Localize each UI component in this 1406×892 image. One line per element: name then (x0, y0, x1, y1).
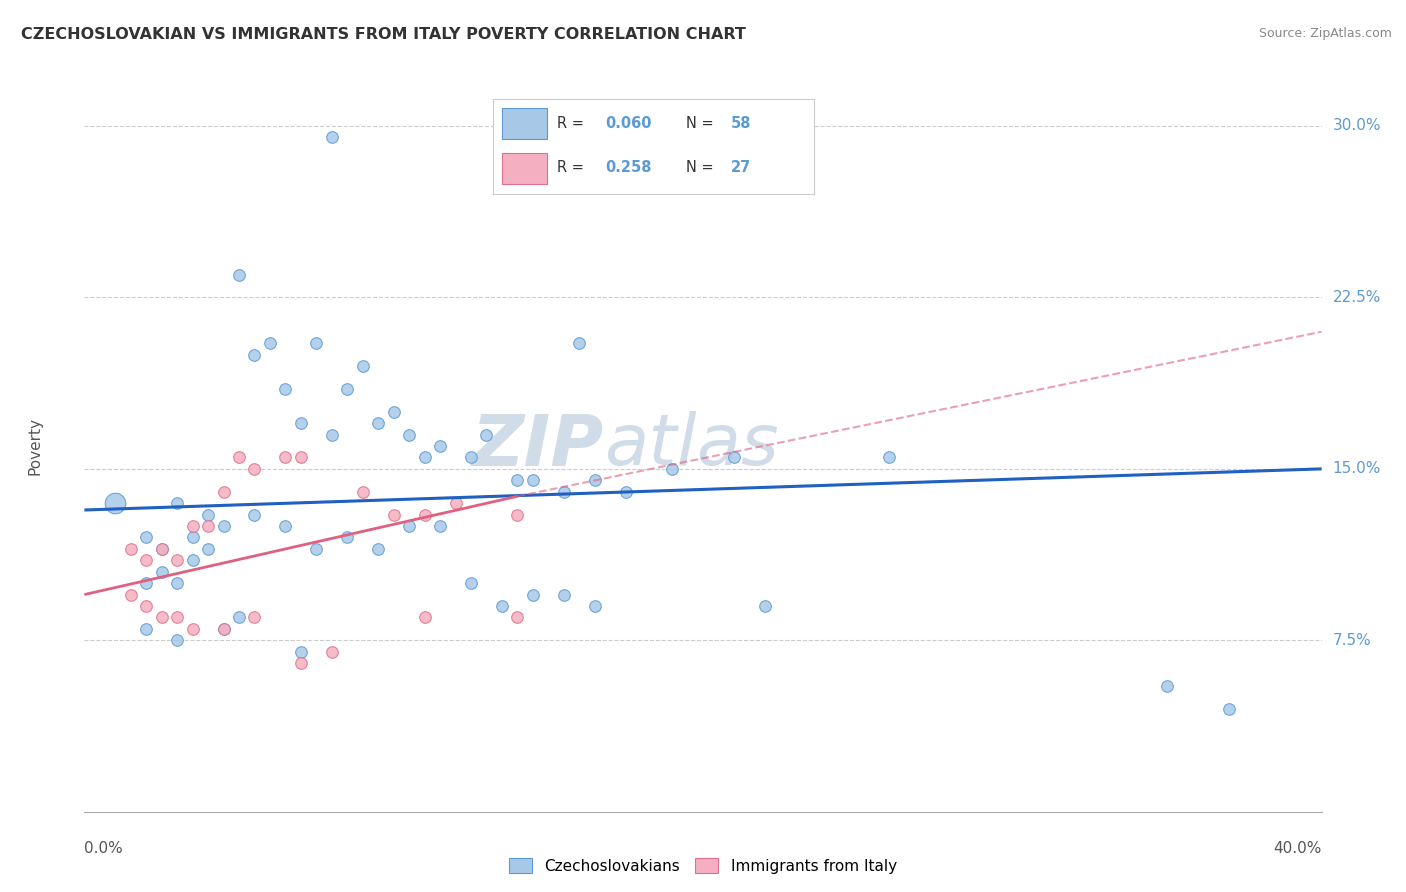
Point (460, 450, 482, 465)
Point (1156, 679, 1178, 693)
Point (382, 405, 405, 419)
Text: 7.5%: 7.5% (1333, 632, 1371, 648)
Point (274, 382, 297, 396)
Point (228, 268, 250, 282)
Point (150, 610, 173, 624)
Point (429, 439, 451, 453)
Point (321, 130, 343, 145)
Point (274, 519, 297, 533)
Point (352, 359, 374, 373)
Point (243, 508, 266, 522)
Point (305, 336, 328, 351)
Point (413, 508, 436, 522)
Point (150, 541, 173, 556)
Text: 22.5%: 22.5% (1333, 290, 1381, 305)
Point (367, 541, 389, 556)
Point (398, 427, 420, 442)
Point (197, 541, 219, 556)
Text: ZIP: ZIP (472, 411, 605, 481)
Point (429, 519, 451, 533)
Point (491, 599, 513, 613)
Point (259, 336, 281, 351)
Legend: Czechoslovakians, Immigrants from Italy: Czechoslovakians, Immigrants from Italy (503, 852, 903, 880)
Point (398, 519, 420, 533)
Point (506, 508, 529, 522)
Point (522, 473, 544, 487)
Point (290, 450, 312, 465)
Point (181, 622, 204, 636)
Text: 40.0%: 40.0% (1274, 841, 1322, 856)
Text: 0.0%: 0.0% (84, 841, 124, 856)
Point (723, 450, 745, 465)
Point (553, 588, 575, 602)
Point (243, 462, 266, 476)
Point (754, 599, 776, 613)
Point (506, 610, 529, 624)
Point (352, 484, 374, 499)
Point (181, 553, 204, 567)
Point (166, 496, 188, 510)
Point (877, 450, 900, 465)
Point (553, 484, 575, 499)
Point (166, 576, 188, 591)
Point (166, 553, 188, 567)
Point (212, 484, 235, 499)
Point (243, 610, 266, 624)
Text: Poverty: Poverty (27, 417, 42, 475)
Point (661, 462, 683, 476)
Text: Source: ZipAtlas.com: Source: ZipAtlas.com (1258, 27, 1392, 40)
Text: atlas: atlas (605, 411, 779, 481)
Point (135, 622, 157, 636)
Point (290, 645, 312, 659)
Point (305, 541, 328, 556)
Point (444, 496, 467, 510)
Point (413, 450, 436, 465)
Point (135, 599, 157, 613)
Point (614, 484, 637, 499)
Point (475, 427, 498, 442)
Point (413, 610, 436, 624)
Text: CZECHOSLOVAKIAN VS IMMIGRANTS FROM ITALY POVERTY CORRELATION CHART: CZECHOSLOVAKIAN VS IMMIGRANTS FROM ITALY… (21, 27, 747, 42)
Point (166, 610, 188, 624)
Point (1218, 702, 1240, 716)
Point (212, 519, 235, 533)
Point (367, 416, 389, 430)
Point (212, 622, 235, 636)
Point (181, 519, 204, 533)
Point (197, 519, 219, 533)
Point (166, 633, 188, 648)
Point (120, 588, 142, 602)
Point (321, 427, 343, 442)
Point (228, 450, 250, 465)
Text: 15.0%: 15.0% (1333, 461, 1381, 476)
Point (228, 610, 250, 624)
Point (135, 576, 157, 591)
Point (460, 576, 482, 591)
Point (336, 530, 359, 544)
Point (150, 565, 173, 579)
Point (290, 416, 312, 430)
Point (212, 622, 235, 636)
Point (336, 382, 359, 396)
Point (120, 541, 142, 556)
Text: 30.0%: 30.0% (1333, 119, 1381, 134)
Point (506, 473, 529, 487)
Point (197, 508, 219, 522)
Point (522, 588, 544, 602)
Point (583, 473, 606, 487)
Point (274, 450, 297, 465)
Point (243, 348, 266, 362)
Point (290, 656, 312, 670)
Point (181, 530, 204, 544)
Point (150, 541, 173, 556)
Point (135, 530, 157, 544)
Point (382, 508, 405, 522)
Point (321, 645, 343, 659)
Point (135, 553, 157, 567)
Point (583, 599, 606, 613)
Point (568, 336, 591, 351)
Point (104, 496, 127, 510)
